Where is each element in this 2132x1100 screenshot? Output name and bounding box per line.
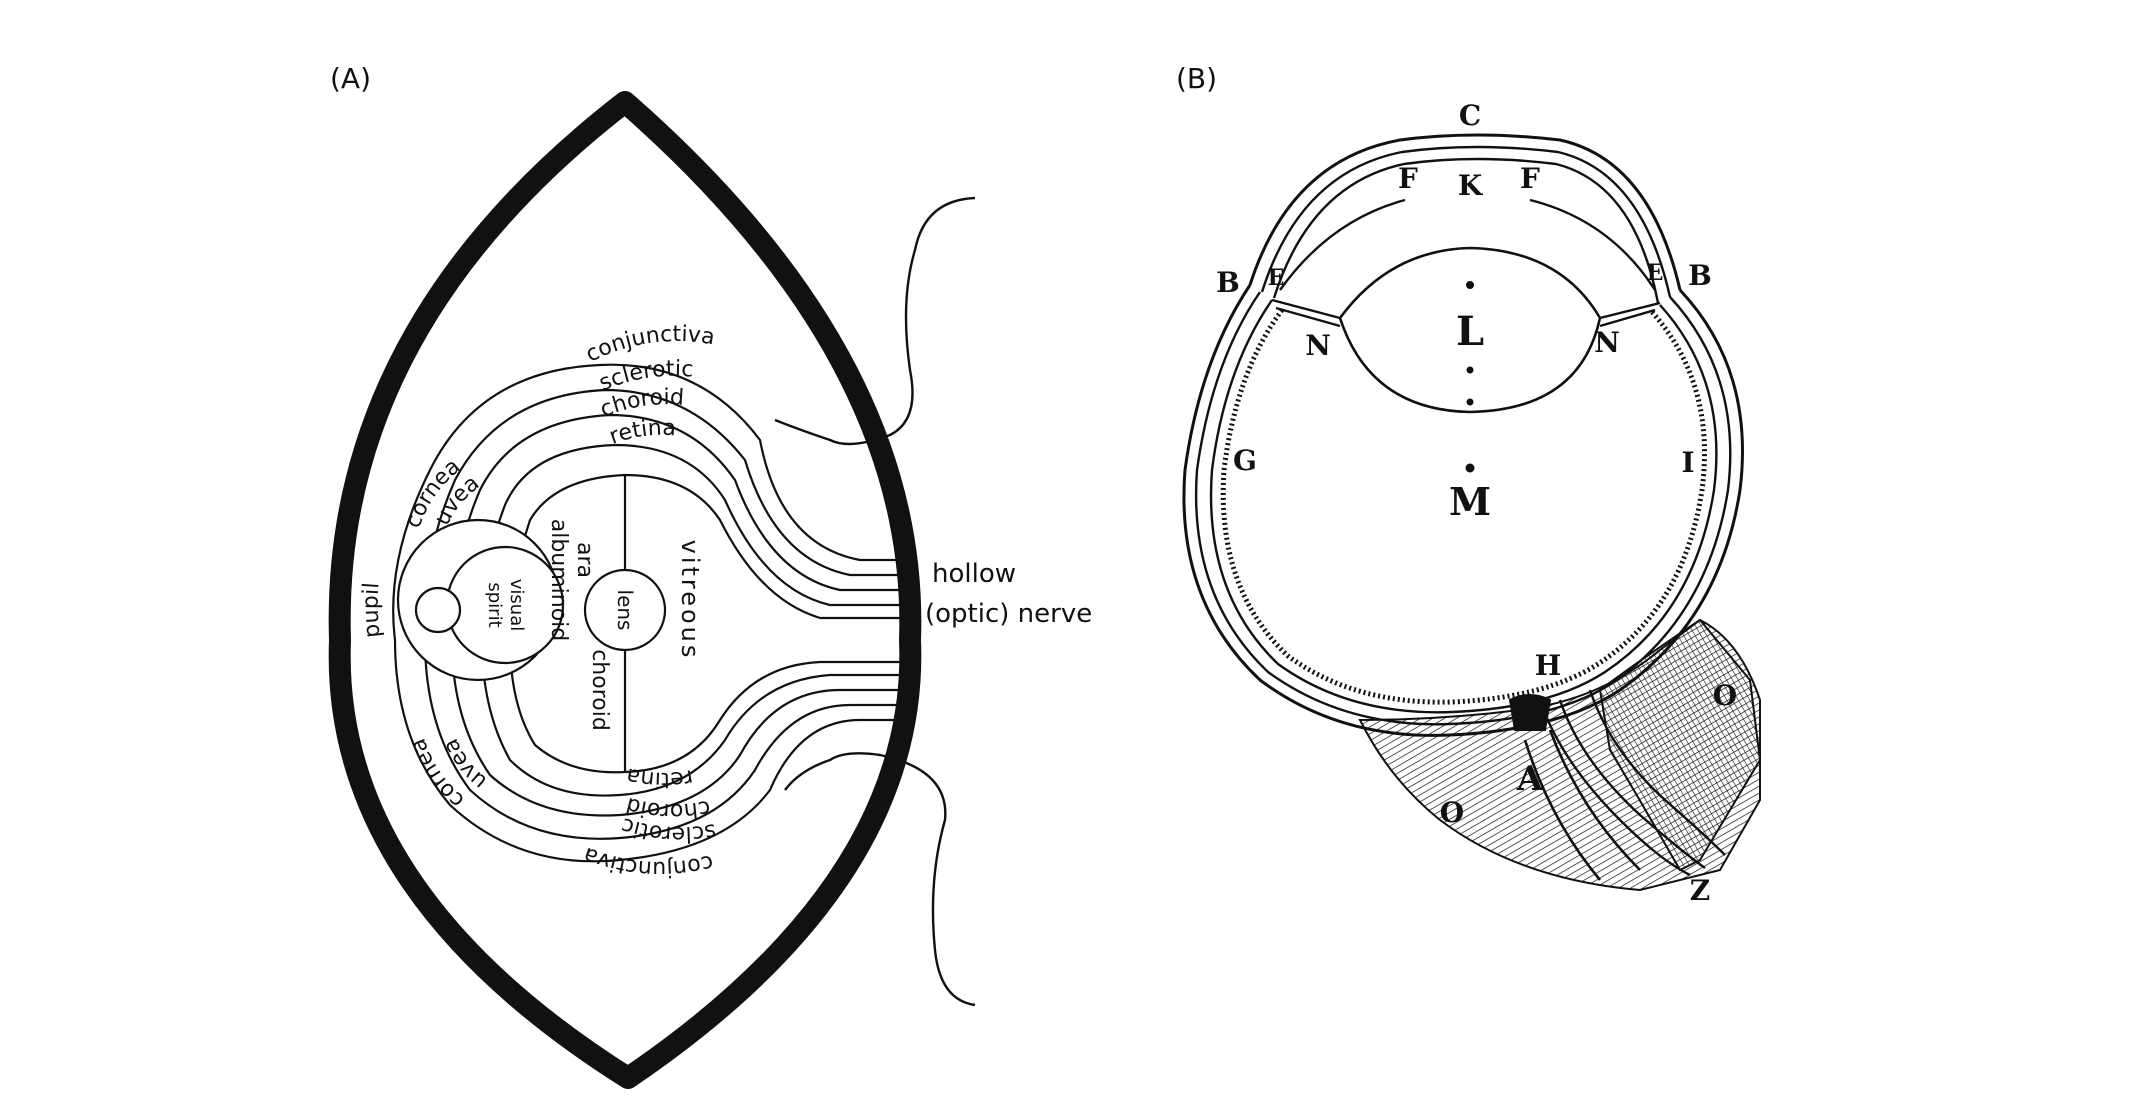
globe-rings: [1182, 284, 1744, 737]
svg-text:visual: visual: [506, 579, 527, 631]
letter-o-left: O: [1440, 796, 1464, 829]
cornea-dome: [1248, 133, 1682, 328]
lens-circle: [583, 568, 667, 652]
letter-f-left: F: [1398, 162, 1418, 195]
label-hollow: hollow: [932, 559, 1016, 589]
letter-k: K: [1458, 169, 1484, 202]
crystalline-lens: [1338, 246, 1602, 414]
panel-a-label: (A): [330, 62, 372, 95]
label-choroid-inner: choroid: [587, 649, 612, 731]
letter-e-right: E: [1647, 260, 1664, 286]
panel-b-label: (B): [1176, 62, 1218, 95]
svg-text:spirit: spirit: [484, 582, 505, 627]
label-visual-spirit: visual spirit: [484, 579, 527, 631]
pupil-circle: [414, 586, 462, 634]
label-retina-bottom: retina: [624, 762, 695, 791]
panel-a-diagram: conjunctiva sclerotic choroid retina con…: [328, 91, 1092, 1089]
letter-o-right: O: [1713, 679, 1737, 712]
letter-i: I: [1681, 446, 1694, 479]
label-aranea-albuminoid: ara albuminoid: [546, 519, 597, 642]
letter-m: M: [1449, 479, 1491, 524]
svg-text:ara: ara: [572, 542, 597, 578]
svg-text:lens: lens: [613, 590, 637, 631]
letter-l: L: [1456, 308, 1484, 355]
letter-c: C: [1459, 99, 1481, 132]
letter-e-left: E: [1268, 265, 1285, 291]
letter-g: G: [1233, 444, 1257, 477]
eyelid-outline: [328, 91, 922, 1089]
svg-text:choroid: choroid: [587, 649, 612, 731]
nerve-upper-curve: [774, 196, 976, 446]
letter-a: A: [1516, 759, 1544, 799]
panel-b-diagram: C K F F B B E E N N L M G I H A O O Z: [1182, 99, 1762, 907]
letter-n-left: N: [1305, 329, 1331, 362]
letter-z: Z: [1690, 874, 1710, 907]
label-optic-nerve: (optic) nerve: [925, 599, 1092, 629]
label-pupil: pupil: [359, 582, 386, 639]
label-lens: lens: [613, 590, 637, 631]
label-vitreous: vitreous: [676, 540, 704, 661]
letter-f-right: F: [1520, 162, 1540, 195]
svg-text:albuminoid: albuminoid: [546, 519, 571, 642]
label-retina-top: retina: [606, 416, 676, 450]
nerve-lower-curve: [784, 752, 976, 1007]
letter-n-right: N: [1594, 326, 1620, 359]
axis-dots: [1465, 281, 1475, 473]
optic-disc: [1508, 694, 1552, 731]
letter-h: H: [1535, 649, 1561, 682]
svg-text:vitreous: vitreous: [676, 540, 704, 661]
label-conjunctiva-bottom: conjunctiva: [580, 842, 716, 881]
letter-b-left: B: [1216, 266, 1240, 299]
letter-b-right: B: [1688, 259, 1712, 292]
